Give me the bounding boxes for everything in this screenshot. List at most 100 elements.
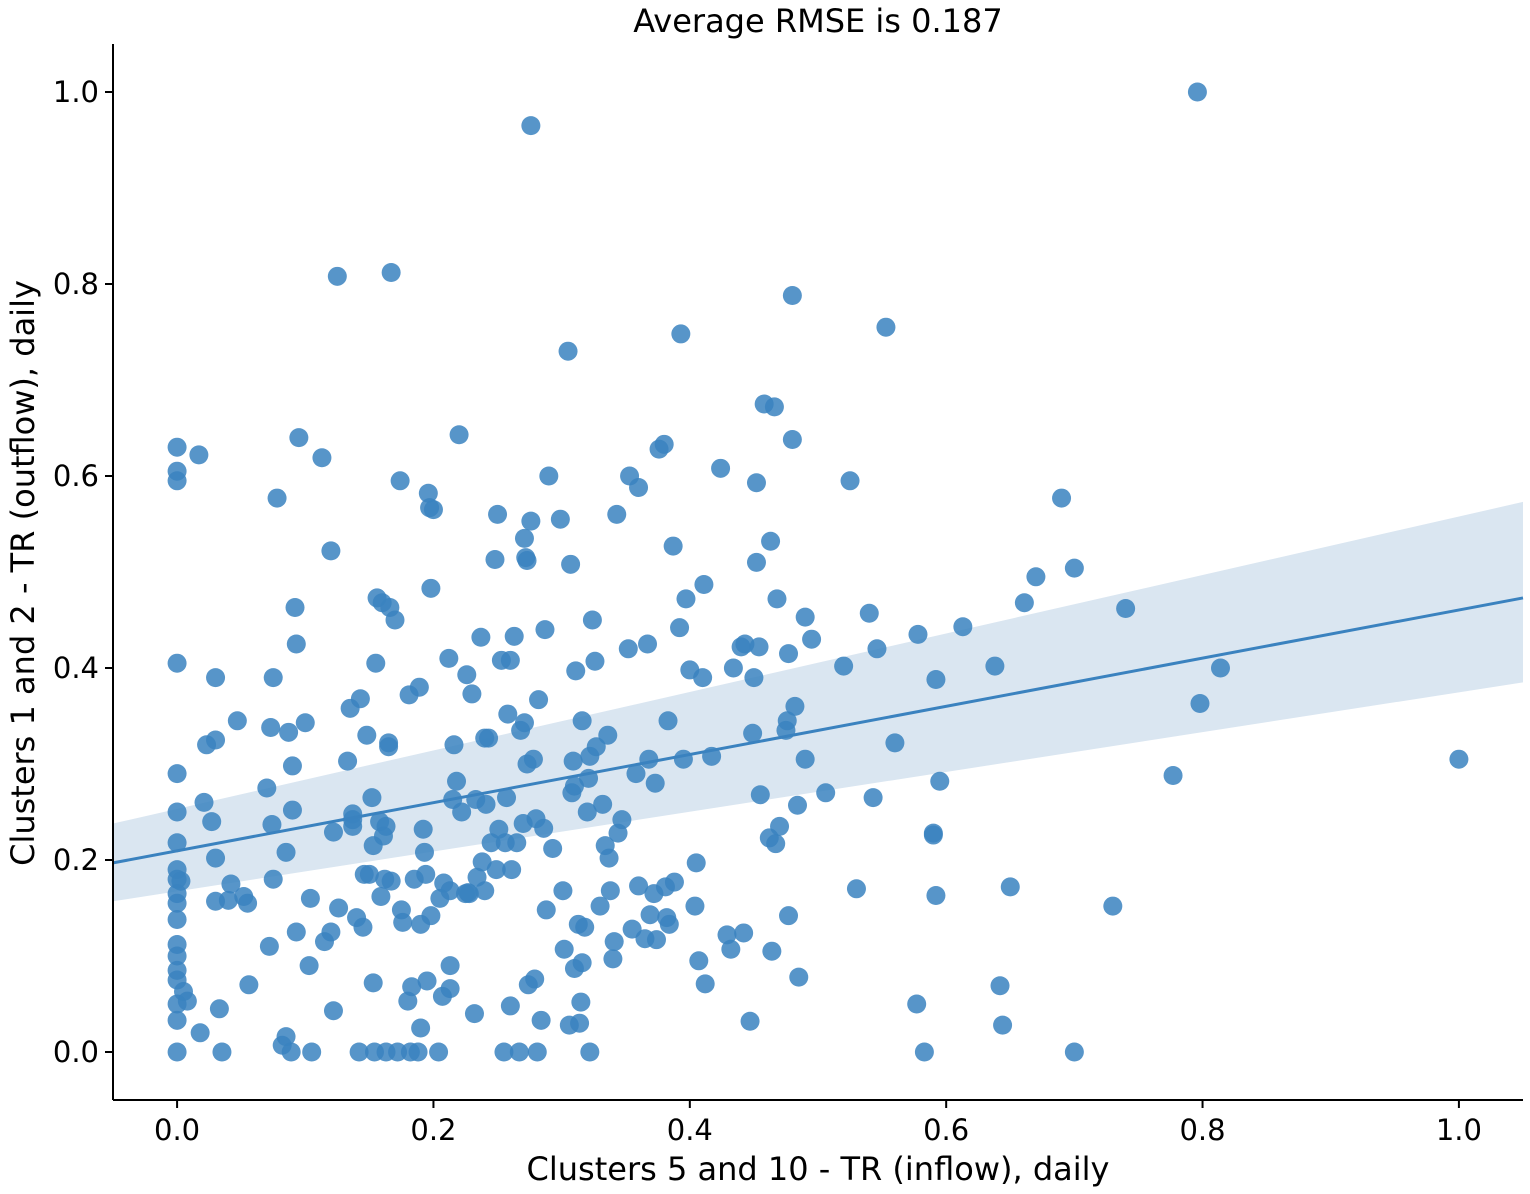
scatter-point — [953, 617, 973, 637]
scatter-point — [564, 776, 584, 796]
scatter-point — [553, 881, 573, 901]
scatter-point — [761, 531, 781, 551]
scatter-point — [1026, 567, 1046, 587]
scatter-point — [357, 725, 377, 745]
scatter-point — [363, 973, 383, 993]
scatter-point — [238, 893, 258, 913]
scatter-point — [717, 925, 737, 945]
scatter-point — [664, 872, 684, 892]
scatter-point — [167, 833, 187, 853]
scatter-point — [286, 634, 306, 654]
scatter-point — [536, 900, 556, 920]
scatter-point — [640, 905, 660, 925]
scatter-point — [227, 711, 247, 731]
scatter-point — [167, 471, 187, 491]
scatter-point — [612, 810, 632, 830]
scatter-point — [321, 922, 341, 942]
scatter-point — [993, 1015, 1013, 1035]
scatter-point — [629, 478, 649, 498]
scatter-point — [212, 1042, 232, 1062]
scatter-point — [413, 819, 433, 839]
scatter-point — [206, 730, 226, 750]
scatter-point — [577, 802, 597, 822]
scatter-point — [676, 589, 696, 609]
scatter-point — [517, 550, 537, 570]
scatter-point — [423, 500, 443, 520]
scatter-point — [782, 286, 802, 306]
scatter-point — [295, 713, 315, 733]
scatter-point — [673, 749, 693, 769]
scatter-point — [1190, 694, 1210, 714]
scatter-point — [371, 886, 391, 906]
scatter-point — [1449, 749, 1469, 769]
scatter-point — [563, 751, 583, 771]
y-ticks: 0.0 0.2 0.4 0.6 0.8 1.0 — [53, 75, 113, 1069]
scatter-point — [521, 511, 541, 531]
scatter-point — [190, 1023, 210, 1043]
scatter-point — [444, 735, 464, 755]
scatter-point — [408, 1042, 428, 1062]
scatter-point — [366, 653, 386, 673]
scatter-point — [598, 725, 618, 745]
scatter-point — [379, 737, 399, 757]
scatter-point — [418, 483, 438, 503]
scatter-point — [834, 656, 854, 676]
scatter-point — [267, 488, 287, 508]
scatter-point — [658, 711, 678, 731]
scatter-point — [497, 788, 517, 808]
scatter-point — [167, 910, 187, 930]
scatter-point — [167, 437, 187, 457]
scatter-point — [221, 874, 241, 894]
scatter-point — [607, 504, 627, 524]
scatter-point — [262, 814, 282, 834]
scatter-point — [1052, 488, 1072, 508]
scatter-point — [659, 914, 679, 934]
y-tick-label: 1.0 — [53, 75, 99, 109]
regression-line-layer — [112, 596, 1524, 865]
scatter-point — [259, 936, 279, 956]
scatter-point — [645, 773, 665, 793]
scatter-point — [580, 1042, 600, 1062]
scatter-point — [206, 668, 226, 688]
scatter-point — [930, 771, 950, 791]
scatter-point — [1103, 896, 1123, 916]
scatter-point — [766, 834, 786, 854]
confidence-band-layer — [113, 501, 1523, 902]
scatter-point — [840, 471, 860, 491]
scatter-point — [689, 951, 709, 971]
scatter-point — [907, 994, 927, 1014]
scatter-point — [749, 637, 769, 657]
scatter-point — [177, 991, 197, 1011]
scatter-point — [281, 1042, 301, 1062]
scatter-point — [654, 434, 674, 454]
scatter-point — [785, 696, 805, 716]
scatter-point — [816, 783, 836, 803]
scatter-point — [671, 324, 691, 344]
scatter-point — [362, 788, 382, 808]
scatter-point — [604, 932, 624, 952]
scatter-point — [686, 853, 706, 873]
scatter-point — [452, 802, 472, 822]
scatter-point — [554, 939, 574, 959]
x-tick-label: 1.0 — [1436, 1113, 1482, 1147]
scatter-point — [376, 816, 396, 836]
scatter-point — [509, 1042, 529, 1062]
scatter-point — [764, 397, 784, 417]
scatter-point — [711, 458, 731, 478]
scatter-point — [475, 881, 495, 901]
scatter-point — [167, 893, 187, 913]
scatter-point — [500, 996, 520, 1016]
scatter-point — [209, 999, 229, 1019]
scatter-point — [329, 898, 349, 918]
scatter-point — [479, 728, 499, 748]
scatter-point — [789, 967, 809, 987]
scatter-point — [416, 864, 436, 884]
scatter-point — [876, 317, 896, 337]
scatter-point — [846, 879, 866, 899]
scatter-point — [779, 644, 799, 664]
x-tick-label: 0.8 — [1179, 1113, 1225, 1147]
scatter-point — [299, 956, 319, 976]
scatter-point — [550, 509, 570, 529]
scatter-point — [590, 896, 610, 916]
scatter-point — [429, 1042, 449, 1062]
